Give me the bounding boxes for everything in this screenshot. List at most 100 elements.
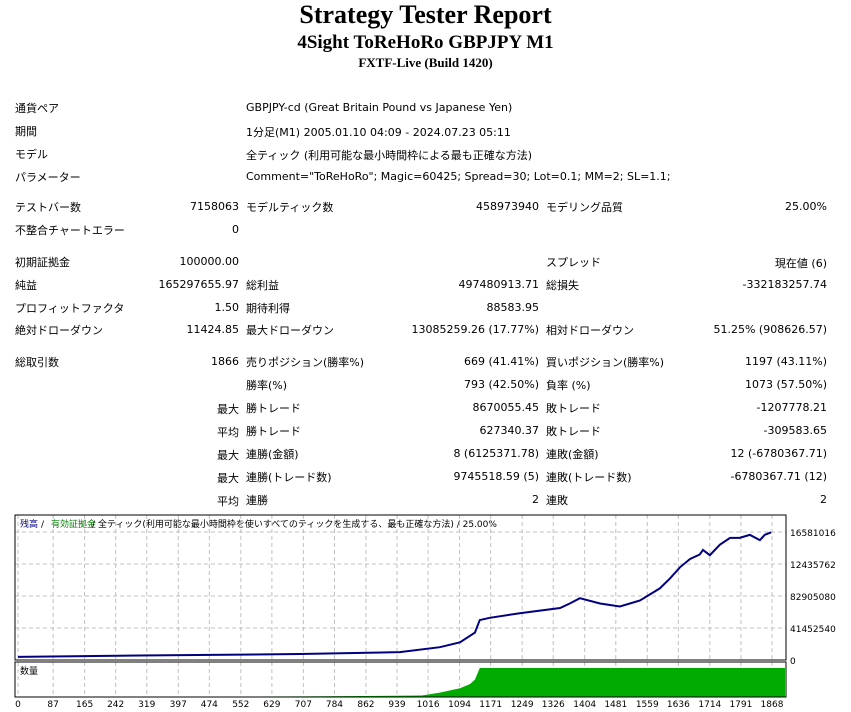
stat-label: 期待利得 [246, 302, 290, 315]
y-tick-label: 16581016 [790, 529, 836, 539]
stat-label: 連敗 [546, 494, 568, 507]
x-tick-label: 1481 [604, 700, 627, 710]
x-tick-label: 1249 [511, 700, 534, 710]
stat-label: 最大ドローダウン [246, 324, 334, 337]
legend-sep: / [41, 520, 45, 530]
stat-label: 連敗(金額) [546, 448, 599, 461]
stat-label: プロフィットファクタ [15, 302, 125, 315]
y-tick-label: 12435762 [790, 561, 836, 571]
stat-value: -332183257.74 [742, 278, 827, 291]
stat-value: 88583.95 [486, 301, 540, 314]
stat-value: 2 [820, 493, 827, 506]
stat-value: 497480913.71 [458, 278, 539, 291]
stat-label: 純益 [15, 279, 37, 292]
stat-label: 連勝(金額) [246, 448, 299, 461]
stat-value: 51.25% (908626.57) [713, 323, 827, 336]
info-label: モデル [15, 148, 48, 161]
x-tick-label: 707 [295, 700, 312, 710]
stat-value: 現在値 (6) [774, 257, 827, 270]
legend-balance: 残高 [20, 518, 38, 530]
stat-value: 7158063 [190, 200, 239, 213]
stat-label: 買いポジション(勝率%) [546, 356, 665, 369]
stat-label: テストバー数 [15, 201, 81, 214]
volume-label: 数量 [20, 665, 38, 677]
stat-value: 最大 [217, 472, 239, 485]
stat-value: 669 (41.41%) [463, 355, 539, 368]
stat-label: 敗トレード [546, 402, 601, 415]
x-tick-label: 87 [47, 700, 58, 710]
stat-label: 勝トレード [246, 425, 301, 438]
x-tick-label: 1016 [417, 700, 440, 710]
stat-value: -1207778.21 [756, 401, 827, 414]
stat-value: 2 [532, 493, 539, 506]
x-tick-label: 1868 [761, 700, 784, 710]
stat-label: 連勝(トレード数) [246, 471, 332, 484]
stat-label: 相対ドローダウン [546, 324, 634, 337]
stat-value: 1866 [211, 355, 239, 368]
stat-value: 627340.37 [479, 424, 540, 437]
stat-label: モデリング品質 [546, 201, 623, 214]
y-tick-label: 82905080 [790, 593, 836, 603]
x-tick-label: 939 [388, 700, 405, 710]
stat-label: スプレッド [546, 256, 601, 269]
stat-value: 165297655.97 [158, 278, 239, 291]
x-tick-label: 1791 [729, 700, 752, 710]
x-tick-label: 1326 [542, 700, 565, 710]
x-tick-label: 165 [76, 700, 93, 710]
x-tick-label: 1559 [636, 700, 659, 710]
x-tick-label: 629 [263, 700, 280, 710]
stat-value: 1197 (43.11%) [744, 355, 827, 368]
x-tick-label: 1404 [573, 700, 596, 710]
stat-value: 100000.00 [179, 255, 240, 268]
stat-value: 25.00% [785, 200, 827, 213]
stat-value: 0 [232, 223, 239, 236]
expert-title: 4Sight ToReHoRo GBPJPY M1 [297, 32, 554, 53]
x-tick-label: 1094 [448, 700, 471, 710]
stat-value: 平均 [217, 495, 239, 508]
stat-value: 1073 (57.50%) [744, 378, 827, 391]
info-value: GBPJPY-cd (Great Britain Pound vs Japane… [246, 101, 513, 114]
volume-area [18, 668, 785, 697]
stat-value: 最大 [217, 403, 239, 416]
x-tick-label: 1714 [698, 700, 721, 710]
stat-value: 1.50 [214, 301, 240, 314]
x-tick-label: 319 [138, 700, 155, 710]
report-title: Strategy Tester Report [299, 0, 552, 29]
price-pane-border [14, 514, 787, 661]
stat-label: 負率 (%) [546, 379, 591, 392]
stat-label: 総損失 [546, 279, 579, 292]
stat-label: 総利益 [246, 279, 279, 292]
legend-model: / 全ティック(利用可能な最小時間枠を使いすべてのティックを生成する、最も正確な… [92, 518, 497, 530]
legend-equity: 有効証拠金 [51, 518, 96, 530]
y-tick-label: 0 [790, 657, 796, 667]
stat-value: 12 (-6780367.71) [730, 447, 827, 460]
info-value: Comment="ToReHoRo"; Magic=60425; Spread=… [246, 170, 671, 183]
stat-label: 絶対ドローダウン [15, 324, 103, 337]
stat-value: 13085259.26 (17.77%) [411, 323, 539, 336]
stat-label: 連敗(トレード数) [546, 471, 632, 484]
y-tick-label: 41452540 [790, 625, 836, 635]
stat-label: 勝トレード [246, 402, 301, 415]
stat-label: 敗トレード [546, 425, 601, 438]
stat-label: 総取引数 [15, 356, 59, 369]
x-tick-label: 397 [170, 700, 187, 710]
x-tick-label: 552 [232, 700, 249, 710]
x-tick-label: 474 [201, 700, 218, 710]
info-label: 期間 [15, 125, 37, 138]
balance-line [17, 531, 772, 658]
info-label: パラメーター [15, 171, 81, 184]
stat-value: 平均 [217, 426, 239, 439]
stat-label: 連勝 [246, 494, 268, 507]
x-tick-label: 1636 [667, 700, 690, 710]
stat-value: 458973940 [476, 200, 539, 213]
stat-label: 売りポジション(勝率%) [246, 356, 365, 369]
info-value: 全ティック (利用可能な最小時間枠による最も正確な方法) [246, 149, 533, 162]
balance-chart: 残高 / 有効証拠金 / 全ティック(利用可能な最小時間枠を使いすべてのティック… [14, 514, 836, 710]
stat-value: 11424.85 [186, 323, 240, 336]
x-tick-label: 242 [107, 700, 124, 710]
stat-label: 勝率(%) [246, 379, 288, 392]
stat-value: -6780367.71 (12) [730, 470, 827, 483]
stat-value: 8 (6125371.78) [453, 447, 539, 460]
stat-label: モデルティック数 [246, 201, 334, 214]
x-tick-label: 1171 [479, 700, 502, 710]
